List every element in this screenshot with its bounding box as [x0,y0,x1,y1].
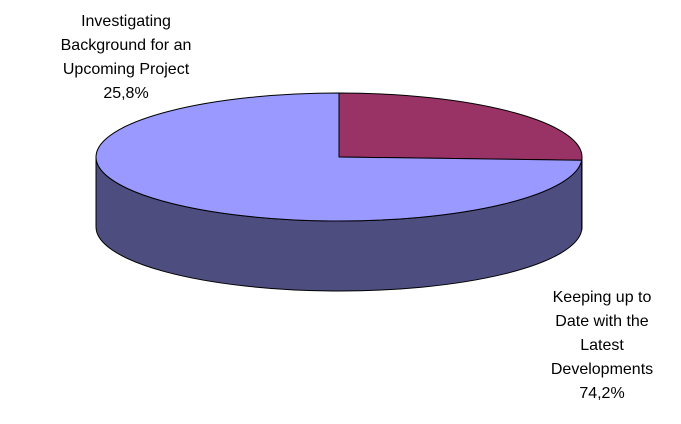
slice-label-1: Investigating Background for an Upcoming P… [61,13,192,102]
slice-label-line: 25,8% [103,85,148,102]
slice-label-line: 74,2% [579,385,624,402]
slice-label-2: Keeping up to Date with the Latest Developm… [551,289,653,402]
slice-label-line: Date with the [555,313,648,330]
slice-label-line: Latest [580,337,624,354]
pie-slices [96,93,582,221]
pie-slice-1 [339,93,582,160]
slice-label-line: Upcoming Project [63,61,190,78]
slice-label-line: Keeping up to [553,289,652,306]
slice-label-line: Investigating [81,13,171,30]
slice-label-line: Background for an [61,37,192,54]
slice-label-line: Developments [551,361,653,378]
